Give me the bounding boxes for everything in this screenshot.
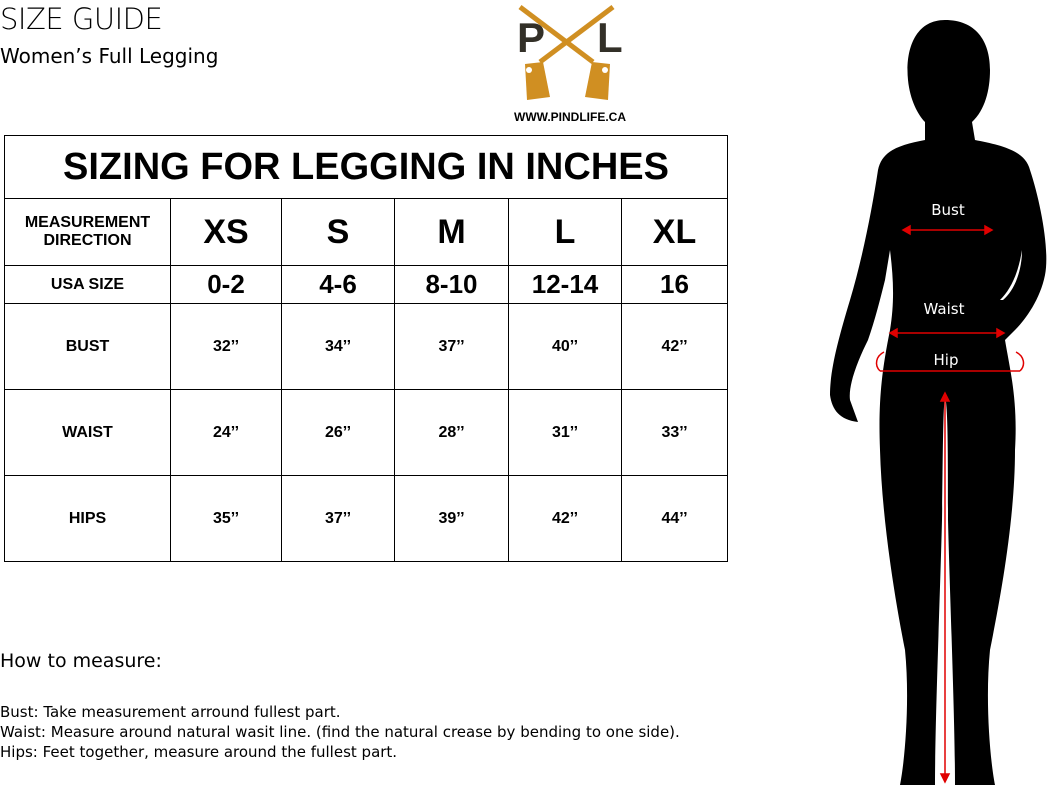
cell: 44’’ <box>621 475 728 562</box>
row-label: WAIST <box>4 389 171 476</box>
row-label: HIPS <box>4 475 171 562</box>
size-header: XS <box>170 198 282 266</box>
cell: 34’’ <box>281 303 395 390</box>
svg-text:P: P <box>517 14 545 61</box>
usa-size: 16 <box>621 265 728 304</box>
cell: 37’’ <box>281 475 395 562</box>
usa-size: 4-6 <box>281 265 395 304</box>
logo-url: WWW.PINDLIFE.CA <box>514 110 626 124</box>
cell: 40’’ <box>508 303 622 390</box>
cell: 37’’ <box>394 303 509 390</box>
bust-label: Bust <box>931 201 965 219</box>
usa-size-label: USA SIZE <box>4 265 171 304</box>
waist-label: Waist <box>924 300 965 318</box>
cell: 42’’ <box>508 475 622 562</box>
page-subtitle: Women’s Full Legging <box>0 44 219 68</box>
measurement-direction-header: MEASUREMENT DIRECTION <box>4 198 171 266</box>
cell: 33’’ <box>621 389 728 476</box>
pindlife-logo: P L <box>517 5 623 100</box>
size-table: SIZING FOR LEGGING IN INCHES MEASUREMENT… <box>4 135 728 562</box>
size-header: L <box>508 198 622 266</box>
row-label: BUST <box>4 303 171 390</box>
usa-size: 12-14 <box>508 265 622 304</box>
cell: 31’’ <box>508 389 622 476</box>
cell: 39’’ <box>394 475 509 562</box>
body-silhouette: Bust Waist Hip <box>830 20 1047 785</box>
hips-note: Hips: Feet together, measure around the … <box>0 743 398 761</box>
cell: 35’’ <box>170 475 282 562</box>
cell: 24’’ <box>170 389 282 476</box>
usa-size: 8-10 <box>394 265 509 304</box>
waist-note: Waist: Measure around natural wasit line… <box>0 723 680 741</box>
size-header: S <box>281 198 395 266</box>
table-title: SIZING FOR LEGGING IN INCHES <box>4 135 728 199</box>
cell: 32’’ <box>170 303 282 390</box>
cell: 26’’ <box>281 389 395 476</box>
cell: 28’’ <box>394 389 509 476</box>
size-header: XL <box>621 198 728 266</box>
svg-text:L: L <box>597 14 623 61</box>
table-row-hips: HIPS 35’’ 37’’ 39’’ 42’’ 44’’ <box>4 475 728 562</box>
usa-size: 0-2 <box>170 265 282 304</box>
hip-label: Hip <box>934 351 959 369</box>
table-row-bust: BUST 32’’ 34’’ 37’’ 40’’ 42’’ <box>4 303 728 390</box>
size-header: M <box>394 198 509 266</box>
table-row-waist: WAIST 24’’ 26’’ 28’’ 31’’ 33’’ <box>4 389 728 476</box>
bust-note: Bust: Take measurement arround fullest p… <box>0 703 341 721</box>
how-to-measure-heading: How to measure: <box>0 650 162 672</box>
cell: 42’’ <box>621 303 728 390</box>
page-title: SIZE GUIDE <box>0 2 163 36</box>
